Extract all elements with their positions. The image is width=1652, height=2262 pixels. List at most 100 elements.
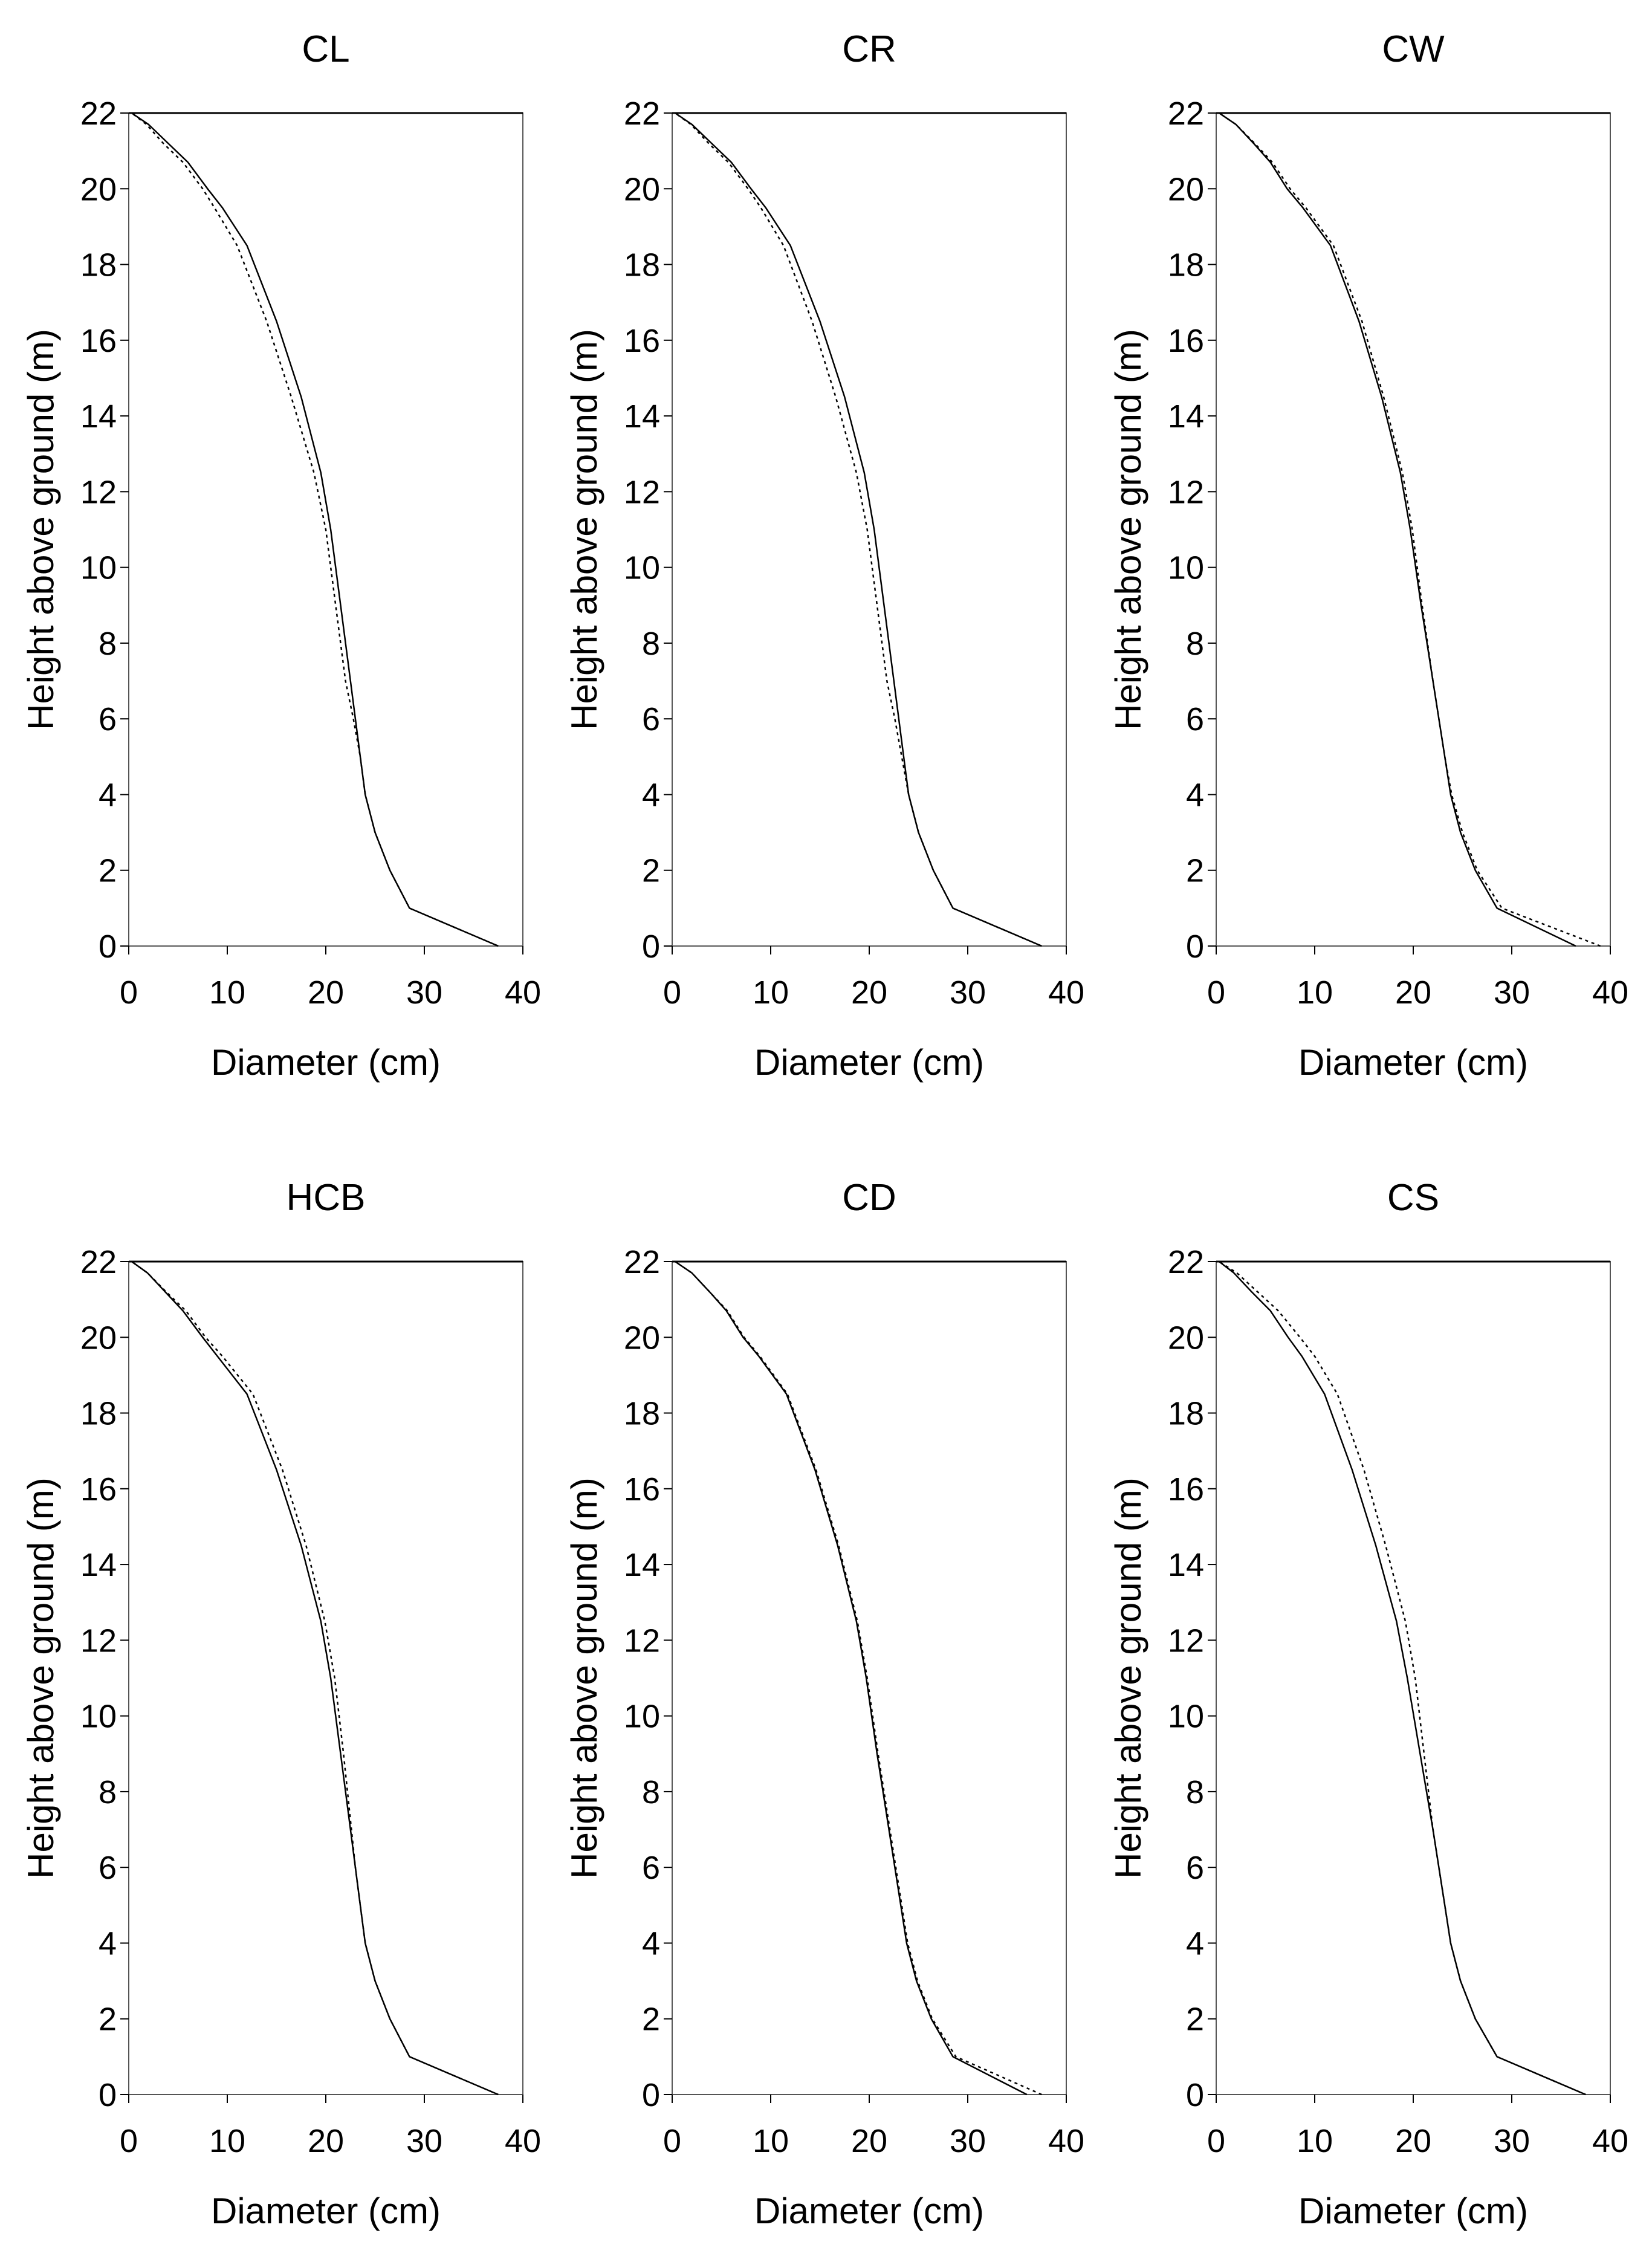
series-predicted [1219, 1260, 1586, 2096]
y-tick-label: 4 [1186, 1925, 1204, 1962]
x-axis-title: Diameter (cm) [754, 1042, 984, 1083]
panel-title: CL [302, 28, 349, 70]
x-tick-label: 30 [1494, 974, 1530, 1011]
y-tick-label: 18 [80, 1396, 117, 1432]
y-tick-label: 2 [1186, 853, 1204, 889]
y-tick-label: 6 [99, 1850, 117, 1886]
y-tick-label: 0 [1186, 2077, 1204, 2113]
x-tick-label: 20 [851, 974, 887, 1011]
y-tick-label: 6 [642, 701, 660, 737]
y-tick-label: 10 [624, 550, 660, 586]
y-tick-label: 14 [80, 398, 117, 435]
y-tick-label: 16 [80, 323, 117, 359]
y-tick-label: 8 [642, 626, 660, 662]
x-tick-label: 30 [406, 2123, 442, 2159]
y-tick-label: 22 [1168, 96, 1204, 132]
x-tick-label: 10 [209, 2123, 245, 2159]
y-tick-label: 0 [99, 2077, 117, 2113]
plot-frame [1216, 112, 1611, 947]
y-tick-label: 14 [1168, 1547, 1204, 1583]
x-tick-label: 0 [663, 974, 681, 1011]
y-tick-label: 18 [1168, 1396, 1204, 1432]
x-tick-label: 10 [1297, 2123, 1333, 2159]
y-tick-label: 4 [99, 1925, 117, 1962]
y-tick-label: 6 [1186, 1850, 1204, 1886]
y-tick-label: 12 [80, 474, 117, 510]
y-tick-label: 6 [1186, 701, 1204, 737]
x-tick-label: 40 [505, 2123, 541, 2159]
x-tick-label: 20 [1395, 974, 1431, 1011]
y-tick-label: 10 [80, 550, 117, 586]
y-tick-label: 20 [1168, 171, 1204, 207]
y-tick-label: 22 [80, 96, 117, 132]
y-tick-label: 14 [624, 398, 660, 435]
y-tick-label: 10 [624, 1699, 660, 1735]
panel-title: CS [1387, 1177, 1439, 1219]
series-observed [1219, 1261, 1586, 2096]
y-tick-label: 20 [624, 1320, 660, 1356]
x-axis-title: Diameter (cm) [211, 1042, 441, 1083]
x-tick-label: 40 [1592, 2123, 1628, 2159]
y-tick-label: 20 [80, 171, 117, 207]
y-tick-label: 20 [80, 1320, 117, 1356]
x-tick-label: 40 [1048, 2123, 1084, 2159]
y-tick-label: 12 [1168, 1622, 1204, 1659]
y-tick-label: 0 [1186, 928, 1204, 965]
y-tick-label: 18 [1168, 247, 1204, 284]
x-tick-label: 0 [1207, 974, 1225, 1011]
plot-frame [672, 112, 1067, 947]
y-tick-label: 20 [1168, 1320, 1204, 1356]
y-tick-label: 16 [1168, 1471, 1204, 1508]
y-tick-label: 22 [1168, 1244, 1204, 1280]
x-tick-label: 30 [950, 974, 986, 1011]
y-tick-label: 8 [99, 1774, 117, 1810]
y-tick-label: 18 [80, 247, 117, 284]
y-tick-label: 4 [1186, 777, 1204, 813]
y-tick-label: 16 [624, 323, 660, 359]
y-tick-label: 12 [624, 1622, 660, 1659]
series-observed [1219, 112, 1576, 947]
panel-title: CR [842, 28, 896, 70]
y-tick-label: 14 [80, 1547, 117, 1583]
panel-cr: CR 0 2 4 6 8 10 12 14 16 18 20 22 0 10 20 30 40 Diameter (… [564, 28, 1084, 1083]
x-tick-label: 40 [1592, 974, 1628, 1011]
y-tick-label: 10 [80, 1699, 117, 1735]
x-tick-label: 30 [950, 2123, 986, 2159]
y-tick-label: 4 [642, 777, 660, 813]
x-tick-label: 0 [1207, 2123, 1225, 2159]
y-tick-label: 18 [624, 247, 660, 284]
y-tick-label: 22 [624, 1244, 660, 1280]
panel-cl: CL 0 2 4 6 8 10 12 14 16 18 20 22 0 10 20 30 40 Diameter (… [21, 28, 541, 1083]
y-tick-label: 14 [624, 1547, 660, 1583]
y-tick-label: 4 [642, 1925, 660, 1962]
panel-cd: CD 0 2 4 6 8 10 12 14 16 18 20 22 0 10 20 30 40 Diameter (… [564, 1177, 1084, 2231]
x-tick-label: 10 [209, 974, 245, 1011]
series-predicted [675, 112, 1042, 947]
y-tick-label: 22 [80, 1244, 117, 1280]
x-tick-label: 10 [1297, 974, 1333, 1011]
panel-cw: CW 0 2 4 6 8 10 12 14 16 18 20 22 0 10 20 30 40 Diameter (… [1108, 28, 1628, 1083]
x-tick-label: 20 [1395, 2123, 1431, 2159]
y-tick-label: 22 [624, 96, 660, 132]
x-tick-label: 30 [1494, 2123, 1530, 2159]
y-tick-label: 16 [1168, 323, 1204, 359]
series-predicted [1219, 112, 1601, 947]
x-tick-label: 0 [120, 2123, 138, 2159]
x-tick-label: 20 [851, 2123, 887, 2159]
y-tick-label: 2 [99, 853, 117, 889]
y-tick-label: 2 [642, 853, 660, 889]
series-observed [131, 1260, 499, 2096]
x-tick-label: 10 [753, 2123, 789, 2159]
series-observed [675, 1260, 1028, 2096]
x-tick-label: 40 [1048, 974, 1084, 1011]
y-axis-title: Height above ground (m) [21, 329, 61, 730]
x-tick-label: 0 [663, 2123, 681, 2159]
panel-hcb: HCB 0 2 4 6 8 10 12 14 16 18 20 22 0 10 20 30 40 Diameter … [21, 1177, 541, 2231]
y-tick-label: 14 [1168, 398, 1204, 435]
y-tick-label: 2 [1186, 2001, 1204, 2038]
panel-title: HCB [287, 1177, 366, 1219]
series-predicted [131, 1260, 499, 2096]
y-tick-label: 0 [642, 2077, 660, 2113]
x-axis-title: Diameter (cm) [1298, 2191, 1528, 2231]
